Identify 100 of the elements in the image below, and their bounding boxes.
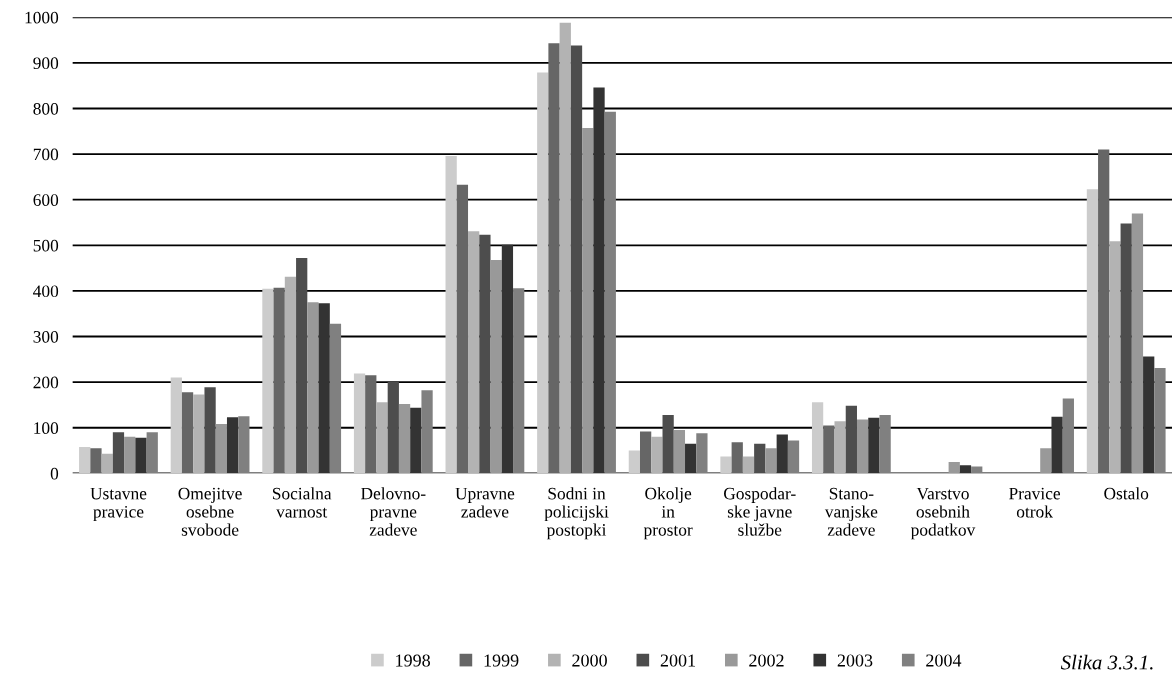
bar — [765, 448, 777, 474]
bar — [468, 231, 480, 474]
bar — [1098, 149, 1110, 474]
bar — [971, 466, 983, 474]
bar — [1040, 448, 1052, 474]
bar — [570, 45, 583, 474]
bar — [1131, 213, 1144, 474]
bar — [1086, 189, 1099, 474]
x-tick-label: Upravne zadeve — [455, 487, 515, 518]
bar — [238, 416, 250, 474]
bar — [215, 424, 227, 474]
bar — [170, 377, 182, 474]
bar — [1120, 223, 1132, 474]
x-tick-label: Ostalo — [1104, 487, 1149, 500]
bar — [501, 244, 514, 474]
bar — [262, 288, 274, 474]
legend-label: 1999 — [484, 654, 519, 667]
x-tick-label: Varstvo osebnih podatkov — [910, 487, 976, 540]
bar — [387, 382, 399, 474]
bar — [559, 22, 571, 474]
bar — [112, 432, 125, 474]
bar — [1143, 356, 1155, 474]
x-tick-label: Sodni in policijski postopki — [544, 487, 609, 540]
bar — [879, 414, 891, 474]
y-tick-label: 700 — [33, 148, 59, 161]
bar — [628, 450, 640, 474]
x-tick-label: Stano- vanjske zadeve — [824, 487, 878, 536]
legend-label: 2001 — [660, 654, 696, 667]
bar — [193, 394, 205, 474]
bar — [823, 425, 835, 474]
bar — [353, 373, 366, 474]
bar — [959, 465, 972, 474]
bar — [742, 456, 755, 474]
bar — [845, 405, 857, 474]
bar — [834, 421, 846, 474]
bar — [329, 323, 342, 474]
bar — [787, 440, 800, 474]
bar — [273, 287, 285, 474]
bar — [662, 414, 674, 474]
bar — [811, 402, 824, 474]
x-tick-label: Socialna varnost — [272, 487, 332, 518]
bar — [604, 111, 616, 474]
y-tick-label: 1000 — [25, 11, 59, 24]
bar — [685, 443, 697, 474]
bar — [720, 456, 732, 474]
bar — [640, 431, 652, 474]
y-tick-label: 300 — [33, 331, 59, 343]
y-tick-label: 400 — [33, 285, 59, 298]
y-tick-label: 500 — [33, 239, 59, 252]
bar — [673, 430, 686, 474]
x-tick-label: Okolje in prostor — [643, 487, 693, 540]
bar — [204, 387, 216, 474]
x-tick-label: Ustavne pravice — [90, 487, 147, 522]
bar — [135, 437, 147, 474]
legend-label: 2000 — [572, 654, 607, 667]
bar — [284, 276, 297, 474]
x-tick-label: Delovno- pravne zadeve — [361, 487, 426, 536]
bar — [948, 461, 960, 474]
bar — [1154, 367, 1166, 474]
bar — [365, 375, 377, 474]
bar — [1109, 241, 1121, 474]
bar — [90, 448, 102, 474]
legend-label: 2004 — [926, 654, 962, 667]
bar — [410, 407, 422, 474]
y-tick-label: 600 — [33, 194, 59, 206]
bar — [582, 128, 594, 474]
bar — [754, 443, 766, 474]
legend-label: 2002 — [749, 654, 784, 667]
y-tick-label: 0 — [50, 467, 59, 480]
bar — [146, 432, 158, 474]
bar — [318, 303, 330, 474]
bar — [296, 258, 308, 474]
x-tick-label: Pravice otrok — [1009, 487, 1061, 518]
x-tick-label: Omejitve osebne svobode — [178, 487, 242, 536]
bar — [868, 417, 880, 474]
y-tick-label: 100 — [34, 422, 59, 434]
bar — [101, 453, 113, 474]
bar — [421, 390, 433, 474]
legend-label: 2003 — [837, 654, 873, 667]
text: Slika 3.3.1. — [1060, 654, 1153, 670]
y-tick-label: 900 — [33, 57, 59, 70]
x-tick-label: Gospodar- ske javne službe — [723, 487, 796, 536]
bar — [376, 402, 388, 474]
bar — [696, 433, 708, 474]
bar — [181, 392, 194, 474]
bar — [398, 404, 411, 474]
bar — [537, 72, 549, 474]
bar — [479, 234, 491, 474]
bar — [79, 446, 91, 474]
bar — [1062, 398, 1074, 474]
bar — [124, 436, 136, 474]
bar — [776, 434, 788, 474]
bar — [1051, 416, 1063, 474]
bar — [856, 419, 869, 474]
bar — [445, 155, 457, 474]
bar — [456, 184, 469, 474]
bar — [731, 442, 743, 474]
bar — [513, 288, 525, 474]
bar — [593, 87, 605, 474]
y-tick-label: 800 — [33, 102, 59, 115]
